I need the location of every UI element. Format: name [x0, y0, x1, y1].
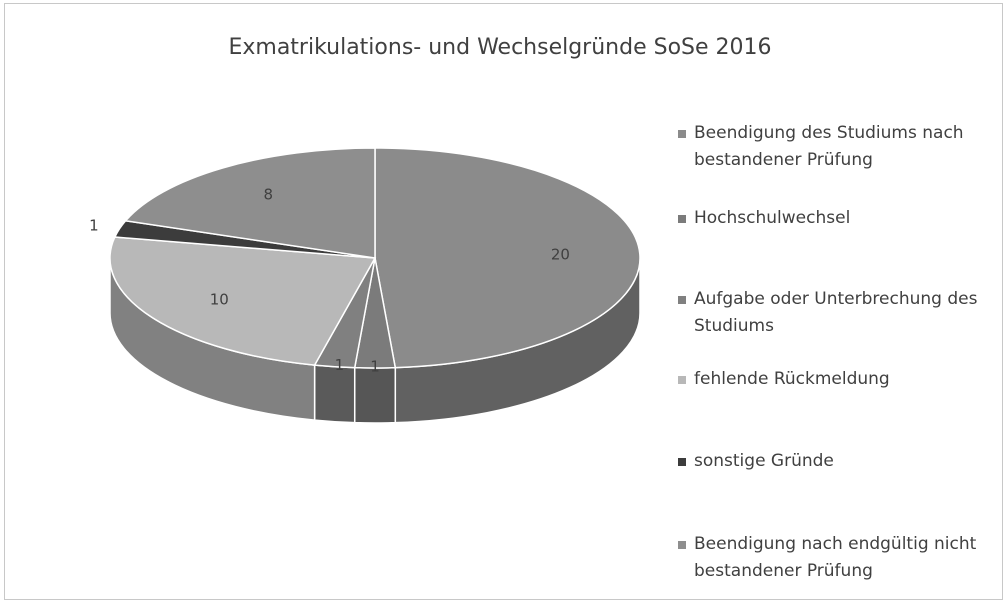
pie-slice	[374, 147, 641, 369]
chart-title: Exmatrikulations- und Wechselgründe SoSe…	[228, 35, 771, 60]
legend-swatch	[678, 130, 686, 138]
data-label: 1	[335, 356, 345, 374]
legend-item: Beendigung des Studiums nach bestandener…	[678, 120, 998, 174]
legend-item: Hochschulwechsel	[678, 205, 998, 232]
legend-item: Aufgabe oder Unterbrechung des Studiums	[678, 286, 998, 340]
legend-label: Aufgabe oder Unterbrechung des Studiums	[694, 289, 978, 336]
data-label: 1	[89, 216, 99, 234]
legend-swatch	[678, 215, 686, 223]
legend-label: sonstige Gründe	[694, 451, 834, 471]
legend-label: Beendigung nach endgültig nicht bestande…	[694, 534, 977, 581]
legend-item: Beendigung nach endgültig nicht bestande…	[678, 531, 998, 585]
legend-item: sonstige Gründe	[678, 448, 998, 475]
pie-slice	[109, 236, 377, 366]
legend-label: Hochschulwechsel	[694, 208, 851, 228]
legend-swatch	[678, 296, 686, 304]
data-label: 10	[210, 290, 229, 308]
data-label: 20	[551, 246, 570, 264]
legend-swatch	[678, 376, 686, 384]
legend-label: Beendigung des Studiums nach bestandener…	[694, 123, 964, 170]
pie-slice	[124, 147, 376, 259]
pie-side	[353, 366, 397, 424]
legend-swatch	[678, 458, 686, 466]
legend-label: fehlende Rückmeldung	[694, 369, 890, 389]
data-label: 8	[264, 186, 274, 204]
legend-swatch	[678, 541, 686, 549]
legend-item: fehlende Rückmeldung	[678, 366, 998, 393]
data-label: 1	[370, 357, 380, 375]
